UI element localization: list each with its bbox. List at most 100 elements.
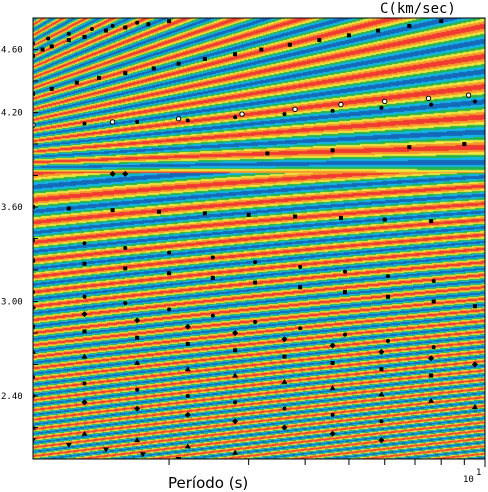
marker-circle-40 [233, 400, 238, 405]
marker-square-22 [376, 28, 381, 33]
marker-circle-37 [82, 381, 87, 386]
marker-circle-12 [330, 108, 335, 113]
marker-square-56 [330, 360, 335, 365]
x-tick-label-10: 10 1 [463, 468, 481, 485]
marker-square-39 [33, 258, 35, 263]
marker-circle-3 [89, 27, 94, 32]
marker-open-circle-4 [292, 106, 298, 113]
y-tick-label-4: 4.60 [1, 46, 23, 56]
marker-square-34 [246, 212, 251, 217]
marker-square-1 [40, 47, 45, 52]
marker-square-21 [346, 33, 351, 38]
marker-square-23 [407, 23, 412, 28]
marker-triangle-14 [232, 449, 239, 455]
marker-square-46 [342, 290, 347, 295]
marker-circle-21 [253, 260, 258, 265]
marker-square-16 [202, 56, 207, 61]
marker-square-50 [33, 324, 35, 329]
heatmap-field [33, 18, 485, 459]
marker-square-19 [287, 42, 292, 47]
marker-open-circle-3 [239, 111, 245, 117]
marker-circle-10 [233, 115, 238, 120]
x-tick-label-exponent: 1 [476, 468, 481, 478]
marker-square-37 [382, 217, 387, 222]
marker-square-6 [123, 25, 128, 30]
marker-square-4 [82, 34, 87, 39]
marker-square-47 [385, 294, 390, 299]
marker-square-9 [33, 91, 35, 96]
marker-circle-14 [429, 102, 434, 107]
marker-circle-8 [135, 119, 140, 124]
marker-diamond-10 [428, 355, 435, 362]
marker-circle-25 [431, 279, 436, 284]
marker-circle-20 [210, 255, 215, 260]
marker-triangle-5 [281, 378, 288, 384]
marker-square-11 [74, 80, 79, 85]
y-axis-label: C(km/sec) [380, 1, 456, 17]
marker-square-13 [123, 71, 128, 76]
marker-diamond-14 [134, 405, 141, 412]
marker-square-40 [82, 261, 87, 266]
marker-open-circle-7 [425, 95, 432, 102]
marker-circle-15 [472, 99, 477, 104]
marker-circle-23 [342, 269, 347, 274]
marker-triangle-8 [428, 397, 435, 403]
y-tick-label-1: 3.00 [1, 298, 23, 308]
marker-diamond-11 [471, 361, 478, 368]
marker-square-36 [338, 216, 343, 221]
marker-circle-43 [379, 419, 384, 424]
marker-square-30 [66, 206, 71, 211]
marker-square-32 [156, 209, 161, 214]
marker-circle-11 [282, 112, 287, 117]
marker-square-57 [379, 367, 384, 372]
marker-triangle-7 [378, 391, 385, 397]
marker-square-18 [259, 47, 264, 52]
marker-open-circle-2 [175, 116, 182, 122]
marker-square-35 [293, 214, 298, 219]
marker-triangle-6 [329, 385, 336, 391]
marker-triangle-4 [232, 372, 239, 378]
marker-diamond-0 [109, 170, 116, 177]
marker-square-26 [330, 148, 335, 153]
marker-triangle-13 [184, 443, 191, 449]
marker-inverted-triangle-1 [65, 442, 72, 448]
marker-circle-24 [385, 274, 390, 279]
marker-diamond-1 [122, 170, 129, 177]
marker-circle-35 [431, 345, 436, 350]
marker-diamond-15 [184, 411, 191, 418]
marker-diamond-7 [281, 336, 288, 343]
marker-square-14 [151, 66, 156, 71]
marker-square-31 [110, 208, 115, 213]
marker-diamond-19 [378, 437, 385, 444]
marker-diamond-17 [281, 424, 288, 431]
marker-diamond-13 [81, 399, 88, 406]
marker-square-2 [49, 44, 54, 49]
marker-circle-13 [379, 105, 384, 110]
marker-circle-30 [210, 313, 215, 318]
marker-diamond-16 [232, 418, 239, 425]
marker-open-circle-5 [338, 101, 344, 108]
marker-diamond-3 [81, 311, 88, 318]
marker-square-48 [431, 299, 436, 304]
marker-diamond-18 [329, 430, 336, 437]
marker-square-15 [176, 61, 181, 66]
marker-circle-41 [282, 406, 287, 411]
marker-circle-7 [82, 121, 87, 126]
marker-circle-29 [167, 307, 172, 312]
marker-square-52 [135, 335, 140, 340]
marker-square-0 [33, 53, 35, 58]
marker-square-58 [429, 373, 434, 378]
marker-triangle-1 [81, 353, 88, 359]
marker-triangle-0 [33, 348, 36, 354]
marker-circle-31 [253, 319, 258, 324]
marker-circle-1 [46, 36, 51, 41]
marker-square-41 [123, 266, 128, 271]
marker-circle-17 [82, 241, 87, 246]
marker-square-3 [66, 38, 71, 43]
marker-square-28 [462, 142, 467, 146]
marker-triangle-11 [81, 430, 88, 436]
marker-square-27 [407, 145, 412, 150]
marker-square-10 [49, 86, 54, 91]
marker-circle-22 [298, 264, 303, 269]
